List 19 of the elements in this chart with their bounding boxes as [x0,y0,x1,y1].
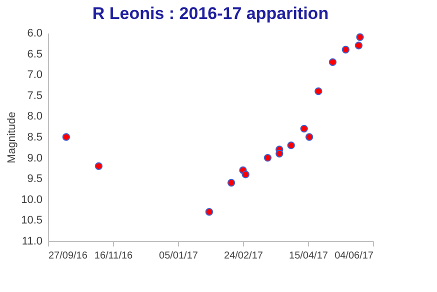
y-tick-label: 6.0 [27,28,42,40]
x-tick-label: 05/01/17 [159,250,198,262]
x-tick-label: 15/04/17 [289,250,328,262]
y-tick-label: 10.5 [21,214,42,227]
x-tick-label: 16/11/16 [94,250,134,262]
x-tick-label: 27/09/16 [48,250,88,262]
y-axis-title: Magnitude [6,112,18,164]
y-tick-label: 9.0 [27,152,42,164]
y-tick-label: 11.0 [22,236,42,248]
y-tick-label: 9.5 [27,173,42,186]
chart-title: R Leonis : 2016-17 apparition [92,4,329,23]
x-tick-label: 24/02/17 [224,250,264,262]
y-tick-label: 10.0 [21,194,42,206]
y-tick-label: 6.5 [27,48,42,60]
y-tick-label: 7.5 [27,90,42,102]
y-tick-label: 8.0 [27,110,42,123]
y-tick-label: 8.5 [27,132,42,144]
x-tick-label: 04/06/17 [334,250,374,262]
y-tick-label: 7.0 [27,69,42,82]
